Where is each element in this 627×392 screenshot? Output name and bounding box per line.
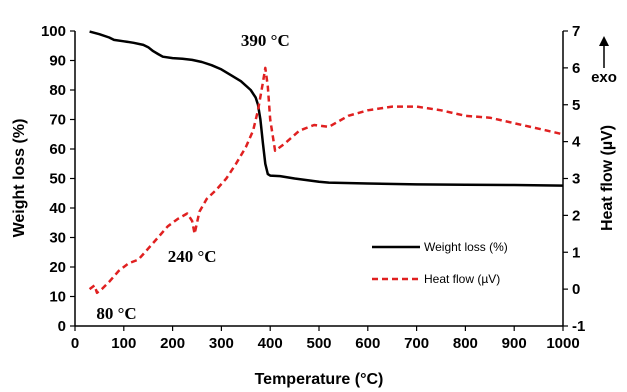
y-right-tick-label: 4 <box>572 134 581 151</box>
temperature-annotation: 80 °C <box>96 304 136 323</box>
y-right-tick-label: 0 <box>572 281 580 298</box>
y-left-tick-label: 20 <box>49 259 66 276</box>
exo-arrow-head <box>599 36 609 46</box>
y-right-tick-label: -1 <box>572 318 585 335</box>
y-left-tick-label: 40 <box>49 200 66 217</box>
y-axis-left-title: Weight loss (%) <box>11 119 28 238</box>
x-tick-label: 400 <box>258 335 283 352</box>
temperature-annotation: 240 °C <box>168 247 217 266</box>
legend-label-heat-flow: Heat flow (µV) <box>424 272 500 286</box>
y-axis-right-title: Heat flow (µV) <box>599 125 616 231</box>
y-left-tick-label: 0 <box>58 318 66 335</box>
y-left-tick-label: 80 <box>49 82 66 99</box>
y-left-tick-label: 30 <box>49 230 66 247</box>
x-tick-label: 500 <box>306 335 331 352</box>
x-tick-label: 100 <box>111 335 136 352</box>
y-right-tick-label: 1 <box>572 244 580 261</box>
legend: Weight loss (%) Heat flow (µV) <box>372 240 508 286</box>
legend-label-weight-loss: Weight loss (%) <box>424 240 508 254</box>
x-tick-label: 600 <box>355 335 380 352</box>
x-tick-label: 1000 <box>546 335 579 352</box>
y-left-tick-label: 50 <box>49 171 66 188</box>
y-right-tick-label: 2 <box>572 207 580 224</box>
exo-indicator: exo <box>591 36 617 86</box>
heat-flow-line <box>88 66 564 295</box>
weight-loss-line <box>89 30 564 187</box>
y-right-tick-label: 3 <box>572 171 580 188</box>
y-right-tick-label: 6 <box>572 60 580 77</box>
y-right-tick-label: 7 <box>572 23 580 40</box>
x-tick-label: 0 <box>71 335 79 352</box>
x-tick-label: 200 <box>160 335 185 352</box>
y-left-tick-label: 70 <box>49 112 66 129</box>
y-right-tick-label: 5 <box>572 97 580 114</box>
annotation-layer: 390 °C 240 °C 80 °C <box>96 31 289 323</box>
x-tick-label: 300 <box>209 335 234 352</box>
series-layer <box>88 30 564 295</box>
x-tick-label: 700 <box>404 335 429 352</box>
tick-group: 0 100 200 300 400 500 600 700 800 900 100001020304… <box>41 23 585 352</box>
y-left-tick-label: 100 <box>41 23 66 40</box>
x-axis-title: Temperature (°C) <box>255 371 384 388</box>
temperature-annotation: 390 °C <box>241 31 290 50</box>
exo-label: exo <box>591 69 617 86</box>
y-left-tick-label: 90 <box>49 53 66 70</box>
x-tick-label: 800 <box>453 335 478 352</box>
y-left-tick-label: 60 <box>49 141 66 158</box>
y-left-tick-label: 10 <box>49 289 66 306</box>
x-tick-label: 900 <box>502 335 527 352</box>
